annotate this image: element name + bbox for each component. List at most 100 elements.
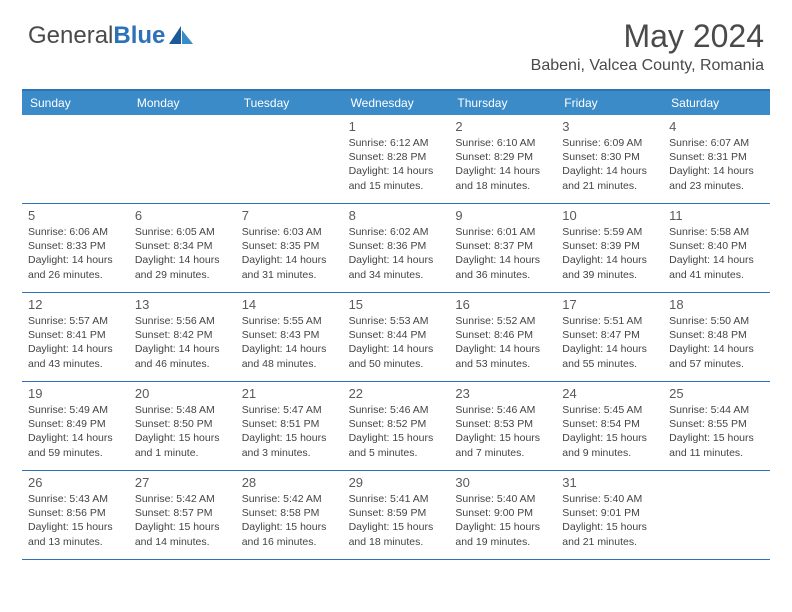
daylight-line: Daylight: 15 hours and 3 minutes. (242, 431, 337, 459)
daylight-line: Daylight: 14 hours and 43 minutes. (28, 342, 123, 370)
day-info: Sunrise: 6:01 AMSunset: 8:37 PMDaylight:… (455, 225, 550, 282)
sunrise-line: Sunrise: 6:03 AM (242, 225, 337, 239)
sunset-line: Sunset: 8:46 PM (455, 328, 550, 342)
day-cell: 25Sunrise: 5:44 AMSunset: 8:55 PMDayligh… (663, 382, 770, 470)
day-number: 13 (135, 297, 230, 312)
sunrise-line: Sunrise: 5:50 AM (669, 314, 764, 328)
sunrise-line: Sunrise: 5:58 AM (669, 225, 764, 239)
title-block: May 2024 Babeni, Valcea County, Romania (531, 18, 764, 75)
brand-text: GeneralBlue (28, 22, 165, 50)
daylight-line: Daylight: 15 hours and 19 minutes. (455, 520, 550, 548)
daylight-line: Daylight: 15 hours and 1 minute. (135, 431, 230, 459)
day-info: Sunrise: 5:59 AMSunset: 8:39 PMDaylight:… (562, 225, 657, 282)
day-cell: 1Sunrise: 6:12 AMSunset: 8:28 PMDaylight… (343, 115, 450, 203)
day-info: Sunrise: 5:43 AMSunset: 8:56 PMDaylight:… (28, 492, 123, 549)
day-cell: 10 Sunrise: 5:59 AMSunset: 8:39 PMDayligh… (556, 204, 663, 292)
daylight-line: Daylight: 14 hours and 21 minutes. (562, 164, 657, 192)
day-cell: 3Sunrise: 6:09 AMSunset: 8:30 PMDaylight… (556, 115, 663, 203)
sunrise-line: Sunrise: 5:45 AM (562, 403, 657, 417)
day-number: 17 (562, 297, 657, 312)
daylight-line: Daylight: 14 hours and 26 minutes. (28, 253, 123, 281)
sunset-line: Sunset: 8:57 PM (135, 506, 230, 520)
day-number: 28 (242, 475, 337, 490)
sunrise-line: Sunrise: 6:10 AM (455, 136, 550, 150)
day-number: 10 (562, 208, 657, 223)
sunrise-line: Sunrise: 5:42 AM (135, 492, 230, 506)
page-header: GeneralBlue May 2024 Babeni, Valcea Coun… (0, 0, 792, 81)
daylight-line: Daylight: 14 hours and 59 minutes. (28, 431, 123, 459)
daylight-line: Daylight: 14 hours and 39 minutes. (562, 253, 657, 281)
daylight-line: Daylight: 15 hours and 21 minutes. (562, 520, 657, 548)
day-cell: 15Sunrise: 5:53 AMSunset: 8:44 PMDayligh… (343, 293, 450, 381)
day-cell: 20Sunrise: 5:48 AMSunset: 8:50 PMDayligh… (129, 382, 236, 470)
sunset-line: Sunset: 8:58 PM (242, 506, 337, 520)
week-row: 5 Sunrise: 6:06 AMSunset: 8:33 PMDaylight… (22, 204, 770, 293)
sunrise-line: Sunrise: 5:48 AM (135, 403, 230, 417)
day-number: 30 (455, 475, 550, 490)
sunrise-line: Sunrise: 5:59 AM (562, 225, 657, 239)
day-info: Sunrise: 5:58 AMSunset: 8:40 PMDaylight:… (669, 225, 764, 282)
day-info: Sunrise: 6:06 AMSunset: 8:33 PMDaylight:… (28, 225, 123, 282)
daylight-line: Daylight: 15 hours and 13 minutes. (28, 520, 123, 548)
day-number: 24 (562, 386, 657, 401)
day-number: 2 (455, 119, 550, 134)
day-cell: 9Sunrise: 6:01 AMSunset: 8:37 PMDaylight… (449, 204, 556, 292)
day-number: 22 (349, 386, 444, 401)
daylight-line: Daylight: 14 hours and 23 minutes. (669, 164, 764, 192)
sunset-line: Sunset: 8:30 PM (562, 150, 657, 164)
day-cell: 26Sunrise: 5:43 AMSunset: 8:56 PMDayligh… (22, 471, 129, 559)
weeks-container: 1Sunrise: 6:12 AMSunset: 8:28 PMDaylight… (22, 115, 770, 560)
sunset-line: Sunset: 8:28 PM (349, 150, 444, 164)
day-number: 16 (455, 297, 550, 312)
week-row: 19Sunrise: 5:49 AMSunset: 8:49 PMDayligh… (22, 382, 770, 471)
sunrise-line: Sunrise: 5:42 AM (242, 492, 337, 506)
day-info: Sunrise: 6:10 AMSunset: 8:29 PMDaylight:… (455, 136, 550, 193)
day-number: 18 (669, 297, 764, 312)
sunrise-line: Sunrise: 5:57 AM (28, 314, 123, 328)
day-number: 14 (242, 297, 337, 312)
sunset-line: Sunset: 8:56 PM (28, 506, 123, 520)
sunset-line: Sunset: 8:34 PM (135, 239, 230, 253)
day-info: Sunrise: 6:07 AMSunset: 8:31 PMDaylight:… (669, 136, 764, 193)
daylight-line: Daylight: 14 hours and 36 minutes. (455, 253, 550, 281)
day-info: Sunrise: 5:41 AMSunset: 8:59 PMDaylight:… (349, 492, 444, 549)
day-cell: 2 Sunrise: 6:10 AMSunset: 8:29 PMDaylight… (449, 115, 556, 203)
day-info: Sunrise: 5:52 AMSunset: 8:46 PMDaylight:… (455, 314, 550, 371)
day-cell: 23Sunrise: 5:46 AMSunset: 8:53 PMDayligh… (449, 382, 556, 470)
week-row: 26Sunrise: 5:43 AMSunset: 8:56 PMDayligh… (22, 471, 770, 560)
sunset-line: Sunset: 8:36 PM (349, 239, 444, 253)
daylight-line: Daylight: 14 hours and 15 minutes. (349, 164, 444, 192)
day-number: 4 (669, 119, 764, 134)
week-row: 1Sunrise: 6:12 AMSunset: 8:28 PMDaylight… (22, 115, 770, 204)
sunrise-line: Sunrise: 5:49 AM (28, 403, 123, 417)
day-cell: 30Sunrise: 5:40 AMSunset: 9:00 PMDayligh… (449, 471, 556, 559)
day-number: 5 (28, 208, 123, 223)
month-title: May 2024 (531, 18, 764, 55)
sunset-line: Sunset: 8:52 PM (349, 417, 444, 431)
day-number: 8 (349, 208, 444, 223)
day-number: 7 (242, 208, 337, 223)
day-info: Sunrise: 5:56 AMSunset: 8:42 PMDaylight:… (135, 314, 230, 371)
sunrise-line: Sunrise: 6:02 AM (349, 225, 444, 239)
weekday-header-row: SundayMondayTuesdayWednesdayThursdayFrid… (22, 91, 770, 115)
day-cell: 13 Sunrise: 5:56 AMSunset: 8:42 PMDayligh… (129, 293, 236, 381)
weekday-header: Thursday (449, 91, 556, 115)
daylight-line: Daylight: 15 hours and 18 minutes. (349, 520, 444, 548)
sunset-line: Sunset: 8:29 PM (455, 150, 550, 164)
sunrise-line: Sunrise: 6:01 AM (455, 225, 550, 239)
day-info: Sunrise: 5:42 AMSunset: 8:57 PMDaylight:… (135, 492, 230, 549)
day-cell: 18 Sunrise: 5:50 AMSunset: 8:48 PMDayligh… (663, 293, 770, 381)
day-number: 11 (669, 208, 764, 223)
daylight-line: Daylight: 14 hours and 55 minutes. (562, 342, 657, 370)
sunrise-line: Sunrise: 5:47 AM (242, 403, 337, 417)
sunrise-line: Sunrise: 6:05 AM (135, 225, 230, 239)
day-info: Sunrise: 5:55 AMSunset: 8:43 PMDaylight:… (242, 314, 337, 371)
day-number: 27 (135, 475, 230, 490)
daylight-line: Daylight: 15 hours and 16 minutes. (242, 520, 337, 548)
week-row: 12Sunrise: 5:57 AMSunset: 8:41 PMDayligh… (22, 293, 770, 382)
weekday-header: Monday (129, 91, 236, 115)
day-info: Sunrise: 5:50 AMSunset: 8:48 PMDaylight:… (669, 314, 764, 371)
sunrise-line: Sunrise: 6:07 AM (669, 136, 764, 150)
sunset-line: Sunset: 8:50 PM (135, 417, 230, 431)
daylight-line: Daylight: 14 hours and 50 minutes. (349, 342, 444, 370)
